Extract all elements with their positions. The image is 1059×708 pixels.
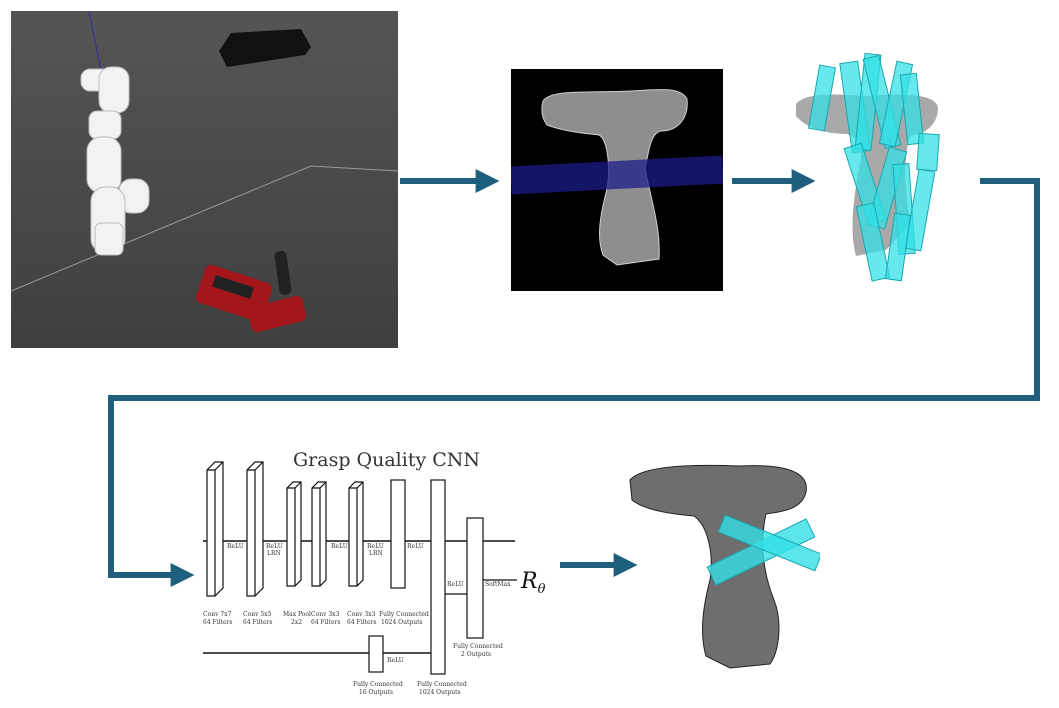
caption-maxpool-l1: Max Pool	[283, 611, 311, 618]
output-r-theta: Rθ	[520, 569, 546, 597]
camera-icon	[219, 29, 311, 67]
caption-conv7-l1: Conv 7x7	[203, 611, 232, 618]
depth-scan-band	[511, 155, 723, 195]
grasp-candidates-panel	[786, 44, 956, 284]
caption-conv3a-l2: 64 Filters	[311, 619, 340, 626]
simulation-scene-panel	[11, 11, 398, 348]
caption-conv7-l2: 64 Filters	[203, 619, 232, 626]
relu-label-5: ReLU	[407, 543, 424, 550]
arrow-grasps-to-cnn	[108, 178, 1040, 587]
layer-conv3a-box	[311, 481, 327, 587]
layer-fc16-box	[368, 635, 384, 673]
selected-grasp-panel	[620, 450, 820, 680]
caption-conv3b-l1: Conv 3x3	[347, 611, 376, 618]
layer-conv3b-box	[348, 481, 364, 587]
relu-label-1: ReLU	[227, 543, 244, 550]
relu-label-2: ReLU	[266, 543, 283, 550]
layer-fc1024a-box	[390, 479, 406, 589]
caption-conv5-l1: Conv 5x5	[243, 611, 272, 618]
caption-fc16-l2: 16 Outputs	[359, 689, 393, 696]
relu-label-4: ReLU	[367, 543, 384, 550]
selected-grasp-icon	[706, 514, 820, 586]
relu-label-pose: ReLU	[387, 657, 404, 664]
robot-arm-icon	[80, 66, 150, 256]
layer-maxpool-box	[286, 481, 302, 587]
caption-fc1024a-l2: 1024 Outputs	[381, 619, 423, 626]
softmax-label: SoftMax	[485, 581, 511, 588]
caption-fc1024a-l1: Fully Connected	[379, 611, 429, 618]
grasp-quality-cnn-diagram: Grasp Quality CNN ReLU ReLU LRN ReLU ReL…	[195, 440, 575, 702]
layer-fc1024b-box	[430, 479, 446, 675]
grasp-candidates-icon	[807, 52, 940, 282]
caption-fc16-l1: Fully Connected	[353, 681, 403, 688]
caption-conv3a-l1: Conv 3x3	[311, 611, 340, 618]
lrn-label-2: LRN	[369, 550, 383, 557]
layer-conv5-box	[246, 461, 264, 597]
relu-label-6: ReLU	[447, 581, 464, 588]
caption-fc2-l2: 2 Outputs	[461, 651, 491, 658]
layer-fc2-box	[466, 517, 484, 639]
caption-conv3b-l2: 64 Filters	[347, 619, 376, 626]
relu-label-3: ReLU	[331, 543, 348, 550]
caption-conv5-l2: 64 Filters	[243, 619, 272, 626]
caption-fc1024b-l2: 1024 Outputs	[419, 689, 461, 696]
caption-maxpool-l2: 2x2	[291, 619, 302, 626]
depth-image-panel	[511, 69, 723, 291]
lrn-label-1: LRN	[267, 550, 281, 557]
cnn-title: Grasp Quality CNN	[293, 449, 480, 471]
layer-conv7-box	[206, 461, 224, 597]
caption-fc1024b-l1: Fully Connected	[417, 681, 467, 688]
drill-icon	[196, 251, 307, 333]
caption-fc2-l1: Fully Connected	[453, 643, 503, 650]
